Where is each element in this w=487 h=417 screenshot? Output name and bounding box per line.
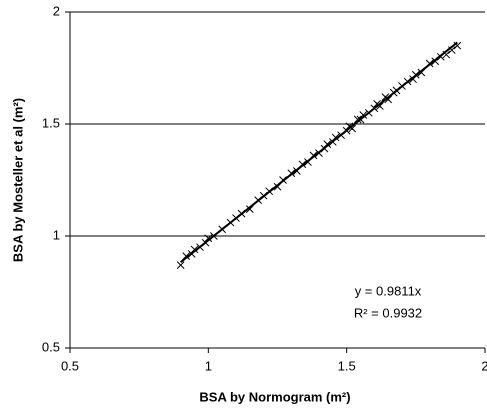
point xyxy=(245,205,254,213)
y-tick-label: 1 xyxy=(53,227,60,242)
point xyxy=(384,95,393,104)
x-tick-label: 1 xyxy=(205,358,212,373)
point xyxy=(190,245,199,254)
point xyxy=(376,102,384,110)
point xyxy=(348,124,357,133)
point xyxy=(359,111,368,119)
trendline xyxy=(180,41,458,263)
y-tick-label: 2 xyxy=(53,3,60,18)
y-axis-title: BSA by Mosteller et al (m²) xyxy=(10,98,25,262)
point xyxy=(204,234,213,243)
y-tick-label: 0.5 xyxy=(42,339,60,354)
x-axis-title: BSA by Normogram (m²) xyxy=(199,389,350,404)
x-tick-label: 1.5 xyxy=(338,358,356,373)
equation: y = 0.9811x xyxy=(355,283,422,298)
x-tick-label: 2 xyxy=(481,358,487,373)
x-tick-label: 0.5 xyxy=(61,358,79,373)
point xyxy=(353,115,362,124)
y-tick-label: 1.5 xyxy=(42,115,60,130)
r-squared: R² = 0.9932 xyxy=(354,305,422,320)
point xyxy=(176,261,185,269)
